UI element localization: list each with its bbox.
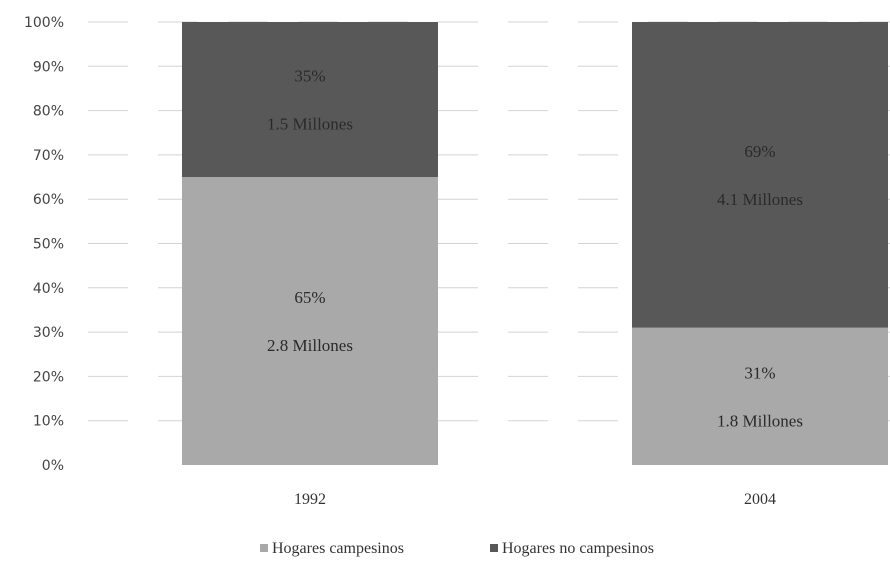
y-tick-label: 70% [33,148,64,164]
bar-count-label: 1.8 Millones [717,411,803,430]
y-tick-label: 60% [33,192,64,208]
y-tick-label: 40% [33,281,64,297]
y-tick-label: 30% [33,325,64,341]
y-tick-label: 100% [24,15,64,31]
legend-swatch [490,544,498,552]
bar-segment-2004-campesinos [632,327,888,465]
legend-swatch [260,544,268,552]
y-tick-label: 0% [42,458,64,474]
bar-percent-label: 69% [744,142,775,161]
y-tick-label: 20% [33,369,64,385]
legend-label: Hogares no campesinos [502,540,654,557]
y-tick-label: 50% [33,237,64,253]
legend-label: Hogares campesinos [272,540,404,557]
bar-labels: 65% 2.8 Millones 35% 1.5 Millones 31% 1.8 Mil… [267,67,803,431]
bar-segment-2004-no-campesinos [632,22,888,328]
bar-segment-1992-no-campesinos [182,22,438,178]
y-tick-label: 80% [33,104,64,120]
bar-percent-label: 65% [294,288,325,307]
bar-segment-1992-campesinos [182,177,438,466]
y-tick-label: 90% [33,59,64,75]
x-axis-categories: 1992 2004 [294,491,776,508]
bar-count-label: 2.8 Millones [267,336,353,355]
x-category-label: 2004 [744,491,776,508]
bar-percent-label: 31% [744,363,775,382]
y-tick-label: 10% [33,414,64,430]
bars [182,22,888,466]
bar-percent-label: 35% [294,67,325,86]
legend: Hogares campesinos Hogares no campesinos [260,540,654,557]
bar-count-label: 1.5 Millones [267,115,353,134]
bar-count-label: 4.1 Millones [717,190,803,209]
x-category-label: 1992 [294,491,326,508]
y-axis-ticks: 0% 10% 20% 30% 40% 50% 60% 70% 80% 90% 100% [24,15,64,474]
